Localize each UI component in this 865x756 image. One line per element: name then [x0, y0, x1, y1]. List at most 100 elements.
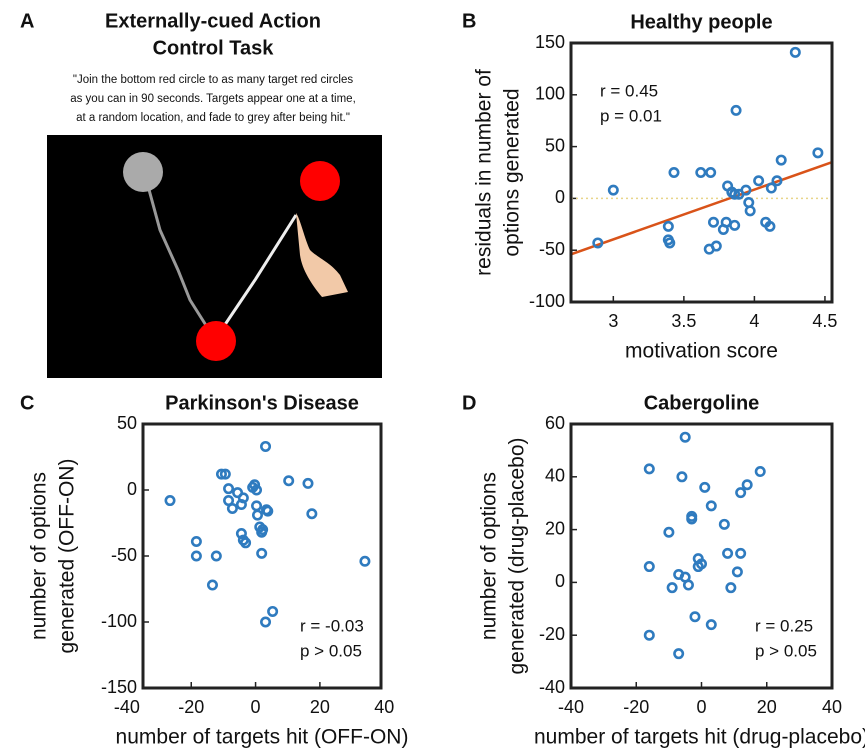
plot-frame: [569, 422, 834, 690]
point: [260, 440, 272, 452]
y-tick-label: 40: [545, 466, 565, 486]
point: [592, 237, 604, 249]
point: [607, 184, 619, 196]
x-tick-label: 4.5: [812, 311, 837, 331]
point: [764, 220, 776, 232]
x-tick-label: -20: [623, 697, 649, 717]
point: [232, 487, 244, 499]
x-tick-label: 20: [310, 697, 330, 717]
point: [251, 500, 263, 512]
point: [251, 484, 263, 496]
y-tick-label: -20: [539, 624, 565, 644]
point: [753, 175, 765, 187]
point: [699, 481, 711, 493]
y-tick-label: 0: [127, 479, 137, 499]
point: [215, 468, 227, 480]
y-tick-label: 50: [117, 413, 137, 433]
point: [722, 547, 734, 559]
x-axis-label: motivation score: [625, 340, 778, 363]
point: [219, 468, 231, 480]
point: [720, 216, 732, 228]
point: [812, 147, 824, 159]
y-axis-label: generated (OFF-ON): [56, 459, 79, 654]
point: [190, 550, 202, 562]
point: [754, 466, 766, 478]
x-tick-label: 40: [374, 697, 394, 717]
point: [226, 502, 238, 514]
y-tick-label: -40: [539, 677, 565, 697]
point: [743, 197, 755, 209]
annotation: r = 0.45: [600, 81, 658, 100]
annotation: p > 0.05: [755, 641, 817, 660]
x-axis-label: number of targets hit (drug-placebo): [534, 726, 865, 749]
x-tick-label: 20: [757, 697, 777, 717]
task-illustration: [47, 135, 382, 378]
point: [689, 611, 701, 623]
quote: "Join the bottom red circle to as many t…: [73, 74, 353, 86]
point: [283, 475, 295, 487]
y-axis-label: generated (drug-placebo): [506, 438, 529, 675]
quote: as you can in 90 seconds. Targets appear…: [70, 93, 356, 105]
point: [676, 471, 688, 483]
point: [249, 479, 261, 491]
y-tick-label: 0: [555, 187, 565, 207]
annotation: r = -0.03: [300, 616, 364, 635]
chart-title: Parkinson's Disease: [165, 392, 359, 414]
point: [725, 582, 737, 594]
point: [710, 240, 722, 252]
point: [306, 508, 318, 520]
y-tick-label: 100: [535, 84, 565, 104]
y-tick-label: 150: [535, 32, 565, 52]
point: [267, 605, 279, 617]
panel-label: D: [462, 392, 476, 414]
y-tick-label: 50: [545, 135, 565, 155]
point: [731, 566, 743, 578]
y-tick-label: -50: [111, 545, 137, 565]
y-axis-label: number of options: [28, 472, 51, 640]
point: [789, 46, 801, 58]
quote: at a random location, and fade to grey a…: [76, 112, 350, 124]
point: [643, 561, 655, 573]
point: [359, 555, 371, 567]
x-tick-label: 0: [696, 697, 706, 717]
point: [164, 495, 176, 507]
point: [260, 616, 272, 628]
point: [663, 526, 675, 538]
x-axis-label: number of targets hit (OFF-ON): [116, 726, 409, 749]
point: [735, 547, 747, 559]
x-tick-label: 3: [608, 311, 618, 331]
y-tick-label: 60: [545, 413, 565, 433]
point: [705, 500, 717, 512]
point: [666, 582, 678, 594]
point: [662, 220, 674, 232]
x-tick-label: 4: [749, 311, 759, 331]
y-tick-label: -150: [101, 677, 137, 697]
point: [240, 537, 252, 549]
x-tick-label: 0: [251, 697, 261, 717]
point: [730, 104, 742, 116]
panel-label: C: [20, 392, 34, 414]
point: [256, 547, 268, 559]
plot-frame: [141, 422, 383, 690]
point: [771, 175, 783, 187]
x-tick-label: -20: [178, 697, 204, 717]
y-axis-label: number of options: [478, 472, 501, 640]
y-axis-label: options generated: [501, 88, 524, 256]
point: [210, 550, 222, 562]
point: [695, 167, 707, 179]
illustration-title: Externally-cued Action: [105, 10, 321, 32]
point: [206, 579, 218, 591]
panel-label: A: [20, 10, 34, 32]
point: [643, 463, 655, 475]
x-tick-label: 40: [822, 697, 842, 717]
point: [223, 483, 235, 495]
y-tick-label: 0: [555, 571, 565, 591]
point: [735, 487, 747, 499]
point: [729, 188, 741, 200]
y-tick-label: -100: [529, 291, 565, 311]
point: [740, 184, 752, 196]
point: [744, 205, 756, 217]
point: [679, 431, 691, 443]
x-tick-label: -40: [114, 697, 140, 717]
